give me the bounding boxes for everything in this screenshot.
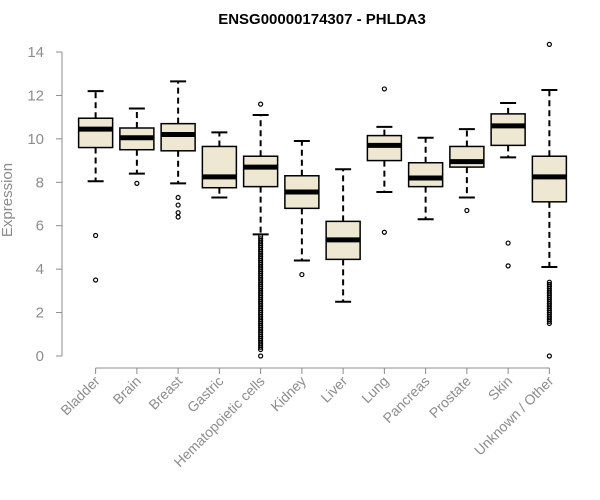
- x-tick-label: Lung: [358, 373, 391, 406]
- x-tick-label: Kidney: [267, 373, 309, 415]
- x-tick-label: Breast: [145, 373, 185, 413]
- box-lung: [366, 86, 403, 235]
- x-tick-label: Skin: [485, 373, 516, 404]
- y-tick-label: 2: [36, 305, 44, 322]
- outlier-point: [93, 232, 99, 239]
- iqr-box: [160, 122, 196, 152]
- outlier-point: [175, 194, 181, 201]
- box-pancreas: [407, 136, 444, 221]
- y-axis-label: Expression: [0, 163, 16, 237]
- y-tick-label: 12: [27, 87, 44, 104]
- outlier-point: [175, 210, 181, 216]
- outlier-point: [546, 318, 552, 324]
- iqr-box: [242, 155, 279, 188]
- box-gastric: [201, 131, 238, 199]
- outlier-point: [381, 229, 387, 235]
- x-tick-label: Prostate: [426, 373, 474, 421]
- box-brain: [119, 107, 155, 186]
- y-axis: 0 2 4 6 8 10 12 14: [27, 44, 63, 365]
- outlier-point: [505, 263, 511, 269]
- outlier-point: [258, 346, 264, 353]
- outlier-point: [381, 86, 387, 92]
- x-tick-label: Brain: [110, 373, 144, 407]
- y-tick-label: 4: [36, 261, 44, 278]
- outlier-point: [258, 353, 264, 359]
- x-tick-label: Bladder: [57, 373, 103, 419]
- outlier-point: [546, 41, 552, 48]
- box-unknown-other: [531, 41, 568, 359]
- box-bladder: [77, 90, 114, 283]
- outlier-point: [258, 344, 264, 350]
- y-tick-label: 10: [27, 131, 44, 148]
- chart-title: ENSG00000174307 - PHLDA3: [218, 11, 426, 28]
- outlier-point: [93, 277, 99, 283]
- iqr-box: [490, 113, 526, 147]
- iqr-box: [407, 161, 444, 188]
- outlier-point: [258, 101, 264, 107]
- y-tick-label: 0: [36, 348, 44, 365]
- iqr-box: [201, 145, 238, 189]
- iqr-box: [77, 117, 114, 149]
- iqr-box: [366, 134, 403, 162]
- outlier-point: [299, 271, 305, 278]
- box-hematopoietic-cells: [242, 101, 279, 359]
- outlier-point: [546, 353, 552, 359]
- outlier-point: [175, 202, 181, 208]
- outlier-point: [464, 207, 470, 214]
- y-tick-label: 8: [36, 174, 44, 191]
- outlier-point: [505, 240, 511, 246]
- outlier-point: [134, 180, 140, 186]
- outlier-point: [546, 320, 552, 327]
- x-tick-label: Liver: [317, 373, 350, 406]
- box-skin: [490, 102, 526, 269]
- y-tick-label: 6: [36, 218, 44, 235]
- box-prostate: [449, 128, 485, 214]
- boxes-group: [77, 41, 568, 359]
- y-tick-label: 14: [27, 44, 44, 61]
- outlier-point: [175, 214, 181, 220]
- box-breast: [160, 80, 196, 220]
- box-liver: [325, 168, 361, 303]
- box-kidney: [284, 140, 320, 278]
